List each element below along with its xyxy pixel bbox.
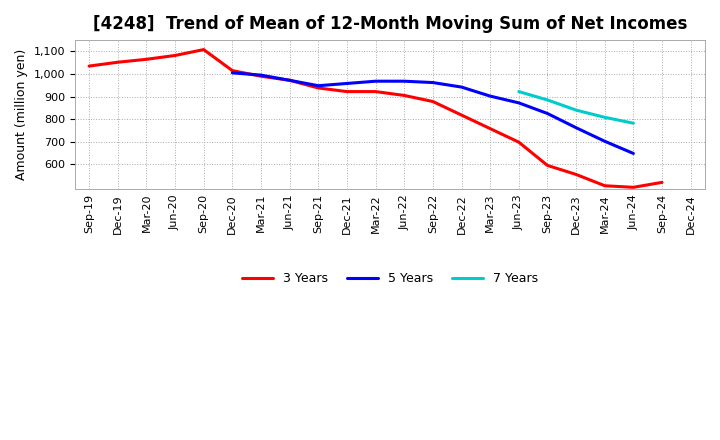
3 Years <box>314 85 323 91</box>
5 Years <box>629 151 638 156</box>
Y-axis label: Amount (million yen): Amount (million yen) <box>15 49 28 180</box>
3 Years <box>572 172 580 177</box>
7 Years <box>543 97 552 103</box>
3 Years <box>629 185 638 190</box>
3 Years <box>600 183 609 188</box>
3 Years <box>285 77 294 83</box>
7 Years <box>572 107 580 113</box>
Line: 3 Years: 3 Years <box>89 50 662 187</box>
3 Years <box>85 63 94 69</box>
5 Years <box>256 73 265 78</box>
5 Years <box>285 77 294 83</box>
Title: [4248]  Trend of Mean of 12-Month Moving Sum of Net Incomes: [4248] Trend of Mean of 12-Month Moving … <box>93 15 687 33</box>
3 Years <box>372 89 380 94</box>
5 Years <box>486 93 495 99</box>
5 Years <box>372 79 380 84</box>
7 Years <box>600 115 609 120</box>
7 Years <box>515 89 523 94</box>
5 Years <box>515 100 523 106</box>
5 Years <box>457 84 466 90</box>
3 Years <box>256 73 265 79</box>
3 Years <box>199 47 208 52</box>
5 Years <box>428 80 437 85</box>
3 Years <box>228 68 237 73</box>
3 Years <box>457 113 466 118</box>
5 Years <box>343 81 351 86</box>
3 Years <box>515 139 523 145</box>
5 Years <box>400 79 408 84</box>
3 Years <box>543 163 552 168</box>
Line: 5 Years: 5 Years <box>233 73 634 154</box>
5 Years <box>572 125 580 130</box>
3 Years <box>142 57 150 62</box>
3 Years <box>657 180 666 185</box>
7 Years <box>629 121 638 126</box>
3 Years <box>343 89 351 94</box>
5 Years <box>314 83 323 88</box>
5 Years <box>543 111 552 116</box>
3 Years <box>428 99 437 104</box>
3 Years <box>114 59 122 65</box>
3 Years <box>486 126 495 131</box>
Legend: 3 Years, 5 Years, 7 Years: 3 Years, 5 Years, 7 Years <box>237 267 543 290</box>
5 Years <box>600 139 609 144</box>
3 Years <box>171 53 179 58</box>
3 Years <box>400 93 408 98</box>
Line: 7 Years: 7 Years <box>519 92 634 123</box>
5 Years <box>228 70 237 76</box>
